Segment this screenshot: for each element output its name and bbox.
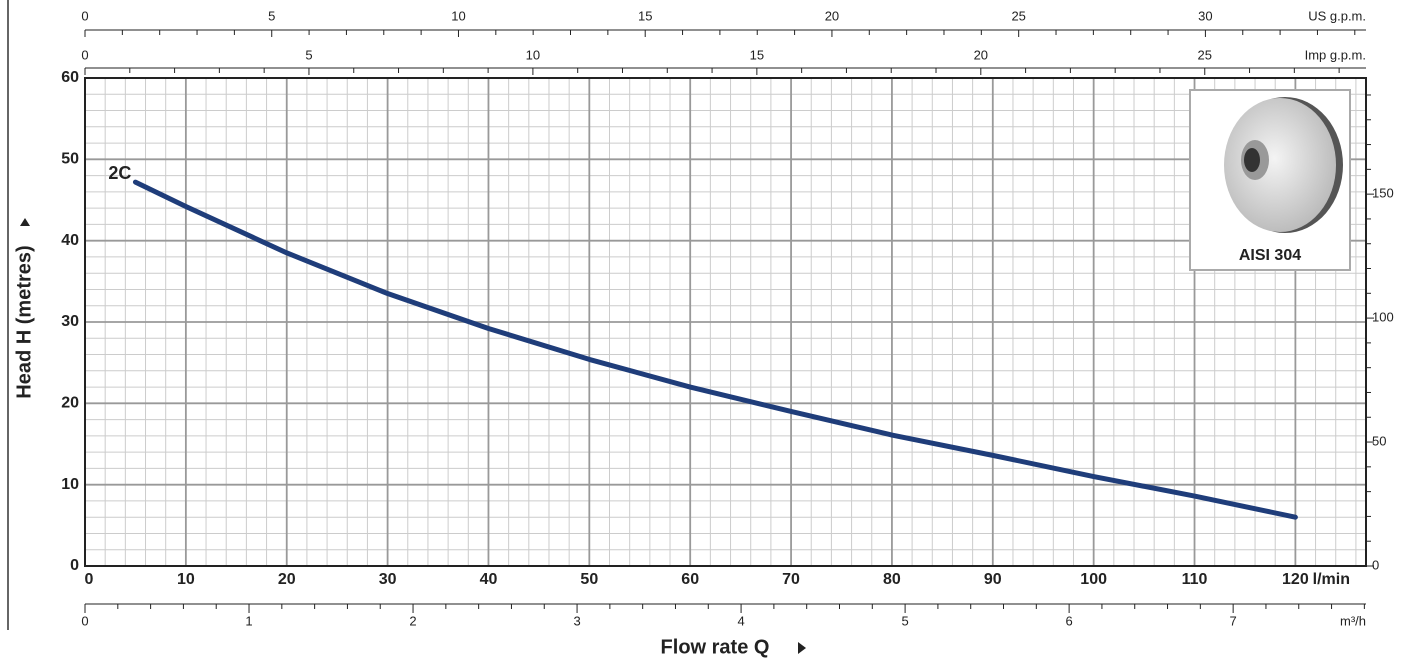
grid [84, 77, 1366, 567]
y-axis-title: Head H (metres) [13, 245, 35, 398]
axis-tick-label: 20 [974, 47, 988, 62]
x-tick-label: 0 [85, 571, 94, 588]
axis-tick-label: 25 [1011, 8, 1025, 23]
axis-tick-label: 0 [81, 613, 88, 628]
axis-tick-label: 0 [81, 8, 88, 23]
y2-tick-label: 100 [1372, 310, 1394, 325]
axis-tick-label: 10 [451, 8, 465, 23]
x-tick-label: 50 [580, 571, 598, 588]
y-tick-label: 40 [61, 232, 79, 249]
x-unit: l/min [1313, 571, 1350, 588]
plot-frame [84, 77, 1367, 567]
x-tick-label: 90 [984, 571, 1002, 588]
series-label: 2C [108, 163, 131, 183]
axis-tick-label: 15 [750, 47, 764, 62]
axis-tick-label: 7 [1230, 613, 1237, 628]
axis-tick-label: 3 [573, 613, 580, 628]
x-tick-label: 20 [278, 571, 296, 588]
y2-tick-label: 150 [1372, 186, 1394, 201]
axis-tick-label: 0 [81, 47, 88, 62]
x-tick-label: 60 [681, 571, 699, 588]
y-tick-label: 20 [61, 395, 79, 412]
axis-tick-label: 15 [638, 8, 652, 23]
x-tick-label: 70 [782, 571, 800, 588]
x-tick-label: 100 [1080, 571, 1107, 588]
axis-tick-label: 1 [245, 613, 252, 628]
x-arrow [798, 642, 806, 654]
x-axis-title: Flow rate Q [661, 636, 770, 658]
x-tick-label: 40 [480, 571, 498, 588]
impeller-eye [1244, 148, 1260, 172]
y2-tick-label: 50 [1372, 433, 1386, 448]
x-tick-label: 120 [1282, 571, 1309, 588]
inset: AISI 304 [1189, 89, 1351, 271]
y-tick-label: 60 [61, 69, 79, 86]
axis-tick-label: 10 [526, 47, 540, 62]
axis-tick-label: 6 [1066, 613, 1073, 628]
x-tick-label: 30 [379, 571, 397, 588]
axis-tick-label: 20 [825, 8, 839, 23]
y-tick-label: 50 [61, 151, 79, 168]
axis-tick-label: 4 [737, 613, 744, 628]
x-tick-label: 80 [883, 571, 901, 588]
inset-label: AISI 304 [1239, 247, 1301, 264]
y-tick-label: 0 [70, 557, 79, 574]
axis-tick-label: 5 [305, 47, 312, 62]
y-tick-label: 10 [61, 476, 79, 493]
axis-unit: US g.p.m. [1308, 8, 1366, 23]
x-tick-label: 110 [1182, 571, 1208, 588]
axis-tick-label: 2 [409, 613, 416, 628]
axis-tick-label: 5 [268, 8, 275, 23]
axis-tick-label: 5 [901, 613, 908, 628]
y2-tick-label: 0 [1372, 557, 1379, 572]
axis-unit: m³/h [1340, 613, 1366, 628]
x-tick-label: 10 [177, 571, 195, 588]
curve [132, 179, 1298, 520]
y-arrow [20, 218, 30, 226]
y-tick-label: 30 [61, 313, 79, 330]
impeller-disc [1224, 98, 1336, 232]
axis-tick-label: 25 [1198, 47, 1212, 62]
axis-tick-label: 30 [1198, 8, 1212, 23]
axis-unit: Imp g.p.m. [1305, 47, 1366, 62]
